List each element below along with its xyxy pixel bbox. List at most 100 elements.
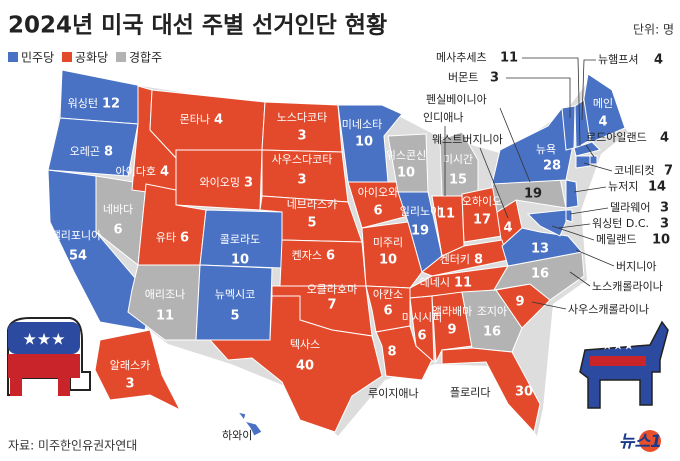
state-votes: 13 bbox=[531, 242, 549, 257]
leader-line bbox=[499, 107, 531, 183]
state-votes: 10 bbox=[231, 253, 249, 268]
state-shape bbox=[461, 289, 523, 353]
state-name: 노스다코타 bbox=[277, 111, 328, 124]
state-votes: 10 bbox=[397, 166, 415, 181]
leader-line bbox=[551, 225, 595, 241]
state-votes: 7 bbox=[327, 298, 336, 313]
state-name: 아이오와 bbox=[358, 186, 398, 199]
state-name: 플로리다 bbox=[450, 386, 490, 399]
state-votes: 3 bbox=[125, 377, 134, 392]
state-votes: 19 bbox=[524, 187, 542, 202]
state-votes: 9 bbox=[447, 323, 456, 338]
state-shape bbox=[501, 227, 583, 267]
state-shape bbox=[409, 295, 435, 364]
state-name: 뉴욕 bbox=[536, 143, 556, 156]
leader-line bbox=[522, 57, 581, 147]
state-name: 뉴저지 bbox=[608, 180, 638, 193]
state-shape bbox=[526, 209, 567, 237]
state-name: 펜실베이니아 bbox=[426, 93, 487, 106]
state-shape bbox=[439, 131, 479, 197]
state-shape bbox=[565, 179, 579, 209]
state-name: 뉴햄프셔 bbox=[598, 53, 638, 66]
leader-line bbox=[479, 147, 509, 219]
state-votes: 4 bbox=[654, 53, 663, 68]
state-name: 뉴멕시코 bbox=[215, 288, 255, 301]
state-name: 몬타나 bbox=[180, 113, 210, 126]
state-name: 일리노이 bbox=[400, 204, 440, 218]
state-name: 캘리포니아 bbox=[51, 229, 102, 242]
state-votes: 30 bbox=[515, 385, 533, 400]
state-name: 콜로라도 bbox=[220, 233, 260, 246]
state-name: 아이다호 bbox=[116, 165, 156, 178]
leader-line bbox=[583, 162, 613, 172]
state-name: 메릴랜드 bbox=[596, 233, 636, 246]
state-votes: 5 bbox=[230, 309, 239, 324]
source: 자료: 미주한인유권자연대 bbox=[8, 439, 137, 453]
legend-label: 경합주 bbox=[129, 51, 162, 65]
state-votes: 3 bbox=[660, 217, 669, 232]
leader-line bbox=[531, 301, 567, 310]
state-name: 델라웨어 bbox=[610, 201, 650, 214]
leader-line bbox=[506, 77, 571, 118]
state-votes: 3 bbox=[490, 71, 499, 86]
state-name: 노스캐롤라이나 bbox=[592, 280, 663, 293]
state-votes: 54 bbox=[69, 249, 87, 264]
state-votes: 10 bbox=[355, 135, 373, 150]
state-votes: 4 bbox=[503, 221, 512, 236]
state-shape bbox=[573, 141, 601, 157]
logo-mark bbox=[639, 430, 661, 452]
state-votes: 4 bbox=[214, 113, 223, 128]
state-shape bbox=[47, 117, 139, 177]
state-name: 유타 bbox=[156, 231, 176, 244]
state-shape bbox=[94, 329, 182, 412]
unit: 단위: 명 bbox=[633, 23, 674, 37]
state-name: 버몬트 bbox=[448, 71, 478, 84]
legend-label: 공화당 bbox=[75, 51, 108, 65]
state-votes: 14 bbox=[648, 180, 666, 195]
state-name: 하와이 bbox=[222, 428, 252, 442]
state-shape bbox=[431, 291, 473, 364]
state-shape bbox=[574, 99, 591, 149]
state-shape bbox=[235, 411, 263, 437]
state-shape bbox=[491, 106, 573, 185]
leader-line bbox=[575, 249, 615, 267]
state-name: 텍사스 bbox=[290, 338, 320, 351]
state-name: 애리조나 bbox=[145, 288, 185, 301]
state-name: 미네소타 bbox=[342, 118, 382, 131]
state-name: 켄터키 bbox=[440, 253, 470, 266]
state-name: 와이오밍 bbox=[200, 176, 240, 189]
leader-line bbox=[557, 223, 591, 229]
state-name: 미시간 bbox=[443, 153, 473, 166]
donkey-icon: ★★★ bbox=[579, 320, 669, 409]
state-votes: 11 bbox=[500, 51, 518, 66]
state-name: 알래스카 bbox=[110, 358, 150, 372]
state-votes: 3 bbox=[244, 176, 253, 191]
state-votes: 19 bbox=[411, 224, 429, 239]
state-name: 코네티컷 bbox=[614, 164, 654, 177]
leader-line bbox=[585, 144, 595, 158]
state-votes: 3 bbox=[297, 173, 306, 188]
state-votes: 40 bbox=[296, 359, 314, 374]
state-votes: 11 bbox=[156, 309, 174, 324]
legend-swatch bbox=[62, 52, 72, 62]
state-name: 인디애나 bbox=[423, 111, 463, 124]
state-votes: 11 bbox=[437, 207, 455, 222]
state-votes: 15 bbox=[449, 173, 467, 188]
state-name: 미시시피 bbox=[402, 311, 442, 324]
state-votes: 6 bbox=[180, 231, 189, 246]
state-name: 메인 bbox=[593, 97, 613, 110]
state-votes: 5 bbox=[307, 216, 316, 231]
state-votes: 4 bbox=[660, 131, 669, 146]
state-shape bbox=[565, 209, 573, 223]
state-name: 로드아일랜드 bbox=[586, 130, 647, 144]
state-name: 워싱턴 D.C. bbox=[592, 217, 649, 230]
state-name: 사우스캐롤라이나 bbox=[568, 303, 649, 316]
state-name: 위스콘신 bbox=[386, 149, 426, 162]
state-votes: 10 bbox=[652, 233, 670, 248]
state-votes: 4 bbox=[598, 115, 607, 130]
state-votes: 28 bbox=[543, 159, 561, 174]
state-votes: 6 bbox=[417, 329, 426, 344]
state-name: 오클라호마 bbox=[307, 283, 358, 296]
legend-label: 민주당 bbox=[21, 51, 54, 65]
